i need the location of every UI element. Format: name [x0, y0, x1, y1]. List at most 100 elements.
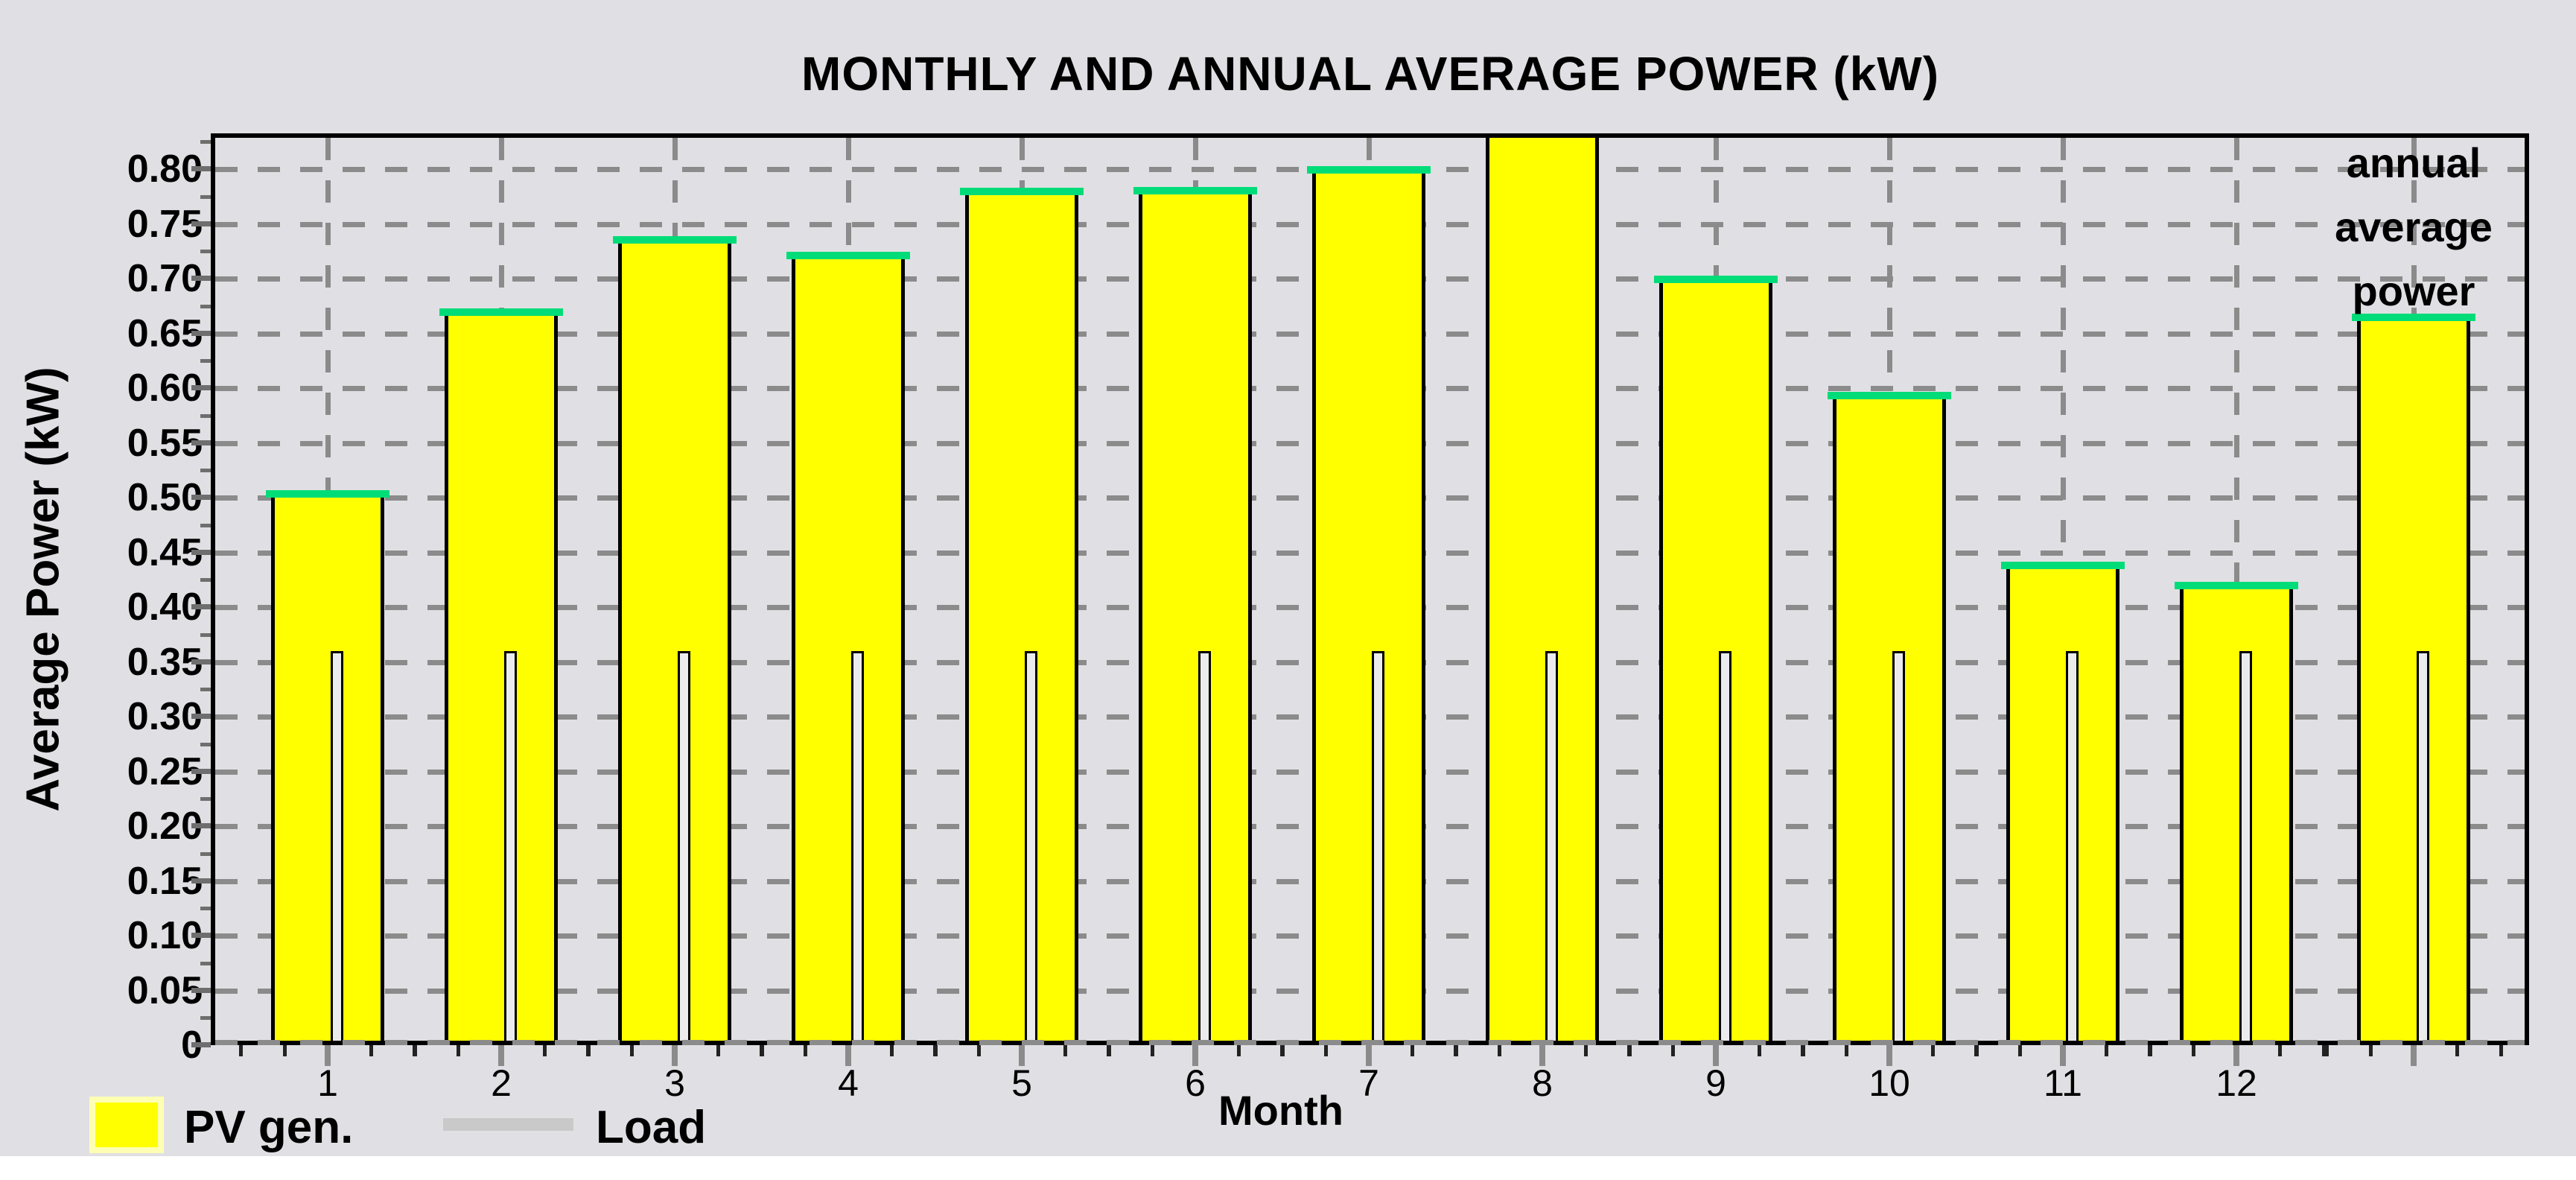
y-minor-tick: [200, 688, 211, 692]
x-major-tick: [672, 1045, 678, 1066]
y-minor-tick: [200, 632, 211, 637]
y-tick-label: 0.25: [127, 749, 203, 793]
y-major-tick: [191, 823, 211, 828]
x-minor-tick: [1974, 1045, 1979, 1056]
pv-bar: [1659, 282, 1772, 1041]
pv-bar: [965, 195, 1078, 1041]
y-tick-label: 0.75: [127, 202, 203, 246]
pv-bar: [271, 498, 384, 1041]
pv-bar-top-cap: [2001, 561, 2125, 569]
x-minor-tick: [1454, 1045, 1458, 1056]
x-minor-tick: [976, 1045, 981, 1056]
y-major-tick: [191, 549, 211, 555]
x-major-tick: [845, 1045, 851, 1066]
x-major-tick: [1366, 1045, 1372, 1066]
load-bar: [1545, 650, 1558, 1041]
x-major-tick: [1019, 1045, 1025, 1066]
pv-bar-top-cap: [1654, 275, 1778, 283]
y-minor-tick: [200, 469, 211, 473]
y-tick-label: 0.55: [127, 421, 203, 465]
x-tick-label: 12: [2216, 1062, 2257, 1104]
load-bar: [1372, 650, 1384, 1041]
load-bar: [2066, 650, 2079, 1041]
y-minor-tick: [200, 851, 211, 856]
x-tick-label: 11: [2044, 1062, 2082, 1104]
x-tick-label: 7: [1358, 1062, 1379, 1104]
x-minor-tick: [760, 1045, 764, 1056]
pv-bar-top-cap: [1828, 391, 1951, 399]
y-minor-tick: [200, 961, 211, 965]
x-minor-tick: [2148, 1045, 2152, 1056]
pv-bar-top-cap: [613, 235, 737, 244]
x-minor-tick: [1931, 1045, 1936, 1056]
x-minor-tick: [933, 1045, 938, 1056]
pv-bar: [445, 315, 558, 1041]
y-minor-tick: [200, 523, 211, 527]
y-minor-tick: [200, 359, 211, 364]
y-tick-label: 0.30: [127, 695, 203, 738]
pv-bar: [2180, 589, 2293, 1041]
pv-bar: [2357, 321, 2470, 1041]
load-bar: [2417, 650, 2429, 1041]
y-major-tick: [191, 276, 211, 281]
y-minor-tick: [200, 1016, 211, 1021]
y-tick-label: 0.20: [127, 805, 203, 848]
x-major-tick: [1713, 1045, 1719, 1066]
y-major-tick: [191, 659, 211, 664]
x-minor-tick: [890, 1045, 894, 1056]
pv-bar: [2006, 568, 2119, 1041]
y-major-tick: [191, 768, 211, 774]
x-axis-label: Month: [1218, 1087, 1343, 1134]
pv-bar: [1486, 138, 1599, 1041]
x-minor-tick: [1627, 1045, 1632, 1056]
y-major-tick: [191, 933, 211, 938]
pv-bar: [1139, 194, 1252, 1041]
x-tick-label: 8: [1532, 1062, 1553, 1104]
x-minor-tick: [2278, 1045, 2283, 1056]
x-minor-tick: [1801, 1045, 1805, 1056]
x-minor-tick: [1280, 1045, 1285, 1056]
x-major-tick: [1539, 1045, 1545, 1066]
x-major-tick: [498, 1045, 504, 1066]
y-major-tick: [191, 221, 211, 226]
x-minor-tick: [369, 1045, 374, 1056]
x-minor-tick: [1758, 1045, 1762, 1056]
x-major-tick: [2411, 1045, 2417, 1066]
load-bar: [1198, 650, 1211, 1041]
load-bar: [2239, 650, 2252, 1041]
pv-bar: [792, 258, 905, 1041]
y-minor-tick: [200, 413, 211, 418]
x-minor-tick: [1237, 1045, 1241, 1056]
pv-bar-top-cap: [786, 251, 910, 259]
x-minor-tick: [1323, 1045, 1328, 1056]
x-minor-tick: [1107, 1045, 1111, 1056]
pv-bar: [1833, 399, 1946, 1041]
x-minor-tick: [1063, 1045, 1068, 1056]
x-major-tick: [2060, 1045, 2066, 1066]
y-major-tick: [191, 878, 211, 884]
x-minor-tick: [2455, 1045, 2460, 1056]
x-minor-tick: [716, 1045, 721, 1056]
y-tick-label: 0.05: [127, 968, 203, 1012]
y-tick-label: 0.70: [127, 257, 203, 300]
x-tick-label: 10: [1869, 1062, 1910, 1104]
x-minor-tick: [2321, 1045, 2326, 1056]
load-bar: [678, 650, 690, 1041]
x-minor-tick: [543, 1045, 547, 1056]
y-tick-label: 0.80: [127, 148, 203, 191]
pv-bar-top-cap: [2175, 582, 2298, 590]
x-minor-tick: [239, 1045, 244, 1056]
y-major-tick: [191, 330, 211, 336]
x-tick-label: 3: [664, 1062, 685, 1104]
y-tick-label: 0.40: [127, 586, 203, 629]
pv-bar-top-cap: [439, 308, 563, 316]
x-minor-tick: [2017, 1045, 2022, 1056]
y-minor-tick: [200, 742, 211, 746]
y-tick-label: 0.10: [127, 914, 203, 957]
y-major-tick: [191, 385, 211, 390]
x-minor-tick: [1150, 1045, 1154, 1056]
y-minor-tick: [200, 578, 211, 583]
pv-bar-top-cap: [1307, 165, 1431, 174]
annual-annotation-line1: annual: [2346, 139, 2481, 186]
y-tick-label: 0.60: [127, 367, 203, 410]
